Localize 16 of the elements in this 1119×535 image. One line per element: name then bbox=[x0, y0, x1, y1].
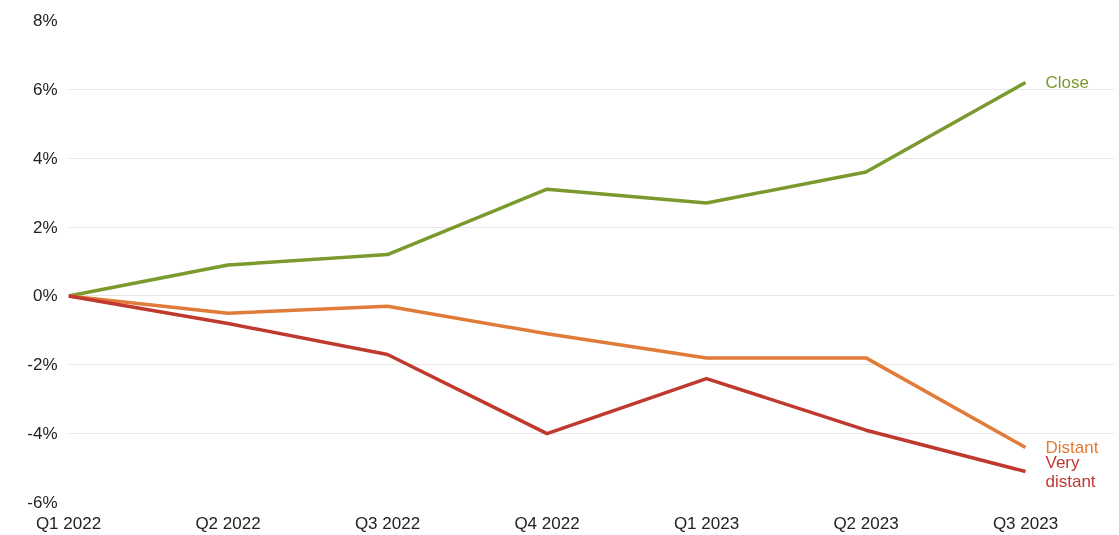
y-tick-label: 6% bbox=[32, 79, 58, 99]
series-label: Close bbox=[1045, 72, 1089, 92]
x-tick-label: Q2 2022 bbox=[195, 513, 261, 533]
x-tick-label: Q3 2023 bbox=[992, 513, 1059, 533]
y-tick-label: -6% bbox=[27, 493, 58, 512]
y-tick-label: -2% bbox=[27, 355, 58, 375]
x-tick-label: Q1 2023 bbox=[673, 513, 740, 533]
x-tick-label: Q1 2022 bbox=[35, 513, 102, 533]
x-tick-label: Q3 2022 bbox=[354, 513, 421, 533]
x-tick-label: Q2 2023 bbox=[833, 513, 899, 533]
y-tick-label: -4% bbox=[27, 424, 58, 444]
y-tick-label: 8% bbox=[32, 11, 58, 30]
y-tick-label: 2% bbox=[32, 217, 58, 237]
x-tick-label: Q4 2022 bbox=[514, 513, 580, 533]
y-tick-label: 4% bbox=[32, 148, 58, 168]
y-tick-label: 0% bbox=[32, 286, 58, 306]
